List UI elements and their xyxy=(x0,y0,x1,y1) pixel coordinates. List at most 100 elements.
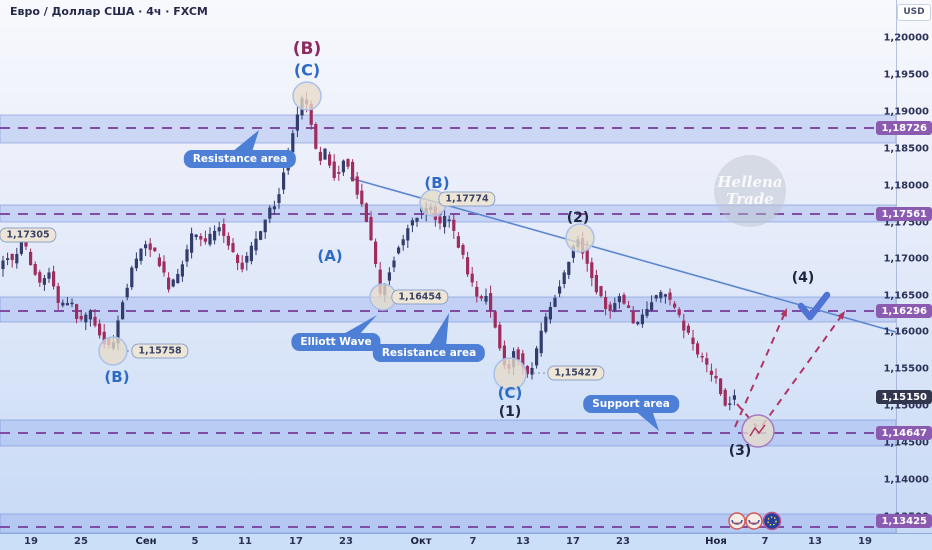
candle-body xyxy=(590,262,594,279)
pivot-circle[interactable] xyxy=(419,189,447,217)
candle-body xyxy=(562,272,566,285)
zone-band-support-lower[interactable] xyxy=(0,513,896,533)
candle-body xyxy=(677,309,681,316)
emoji-marker-1[interactable] xyxy=(728,512,746,530)
candle-body xyxy=(171,279,175,287)
candle-body xyxy=(268,207,272,219)
checkmark-drawing[interactable] xyxy=(797,291,831,321)
pivot-circle[interactable] xyxy=(98,336,128,366)
projection-line[interactable] xyxy=(736,403,758,428)
candle-body xyxy=(364,203,368,222)
time-axis-label: 5 xyxy=(191,536,199,547)
candle-body xyxy=(15,253,19,264)
candle-body xyxy=(654,295,658,299)
candle-body xyxy=(134,258,138,269)
candle-body xyxy=(1,260,5,270)
candle-body xyxy=(236,254,240,264)
current-price-tag: 1,15150 xyxy=(876,390,932,404)
candle-body xyxy=(544,316,548,332)
candle-body xyxy=(691,337,695,345)
candle-body xyxy=(217,227,221,232)
candle-body xyxy=(180,264,184,277)
candle-body xyxy=(52,271,56,287)
candle-body xyxy=(723,389,727,406)
pivot-circle[interactable] xyxy=(565,223,595,253)
candle-body xyxy=(346,159,350,167)
candle-body xyxy=(397,247,401,254)
candle-body xyxy=(627,305,631,308)
candle-body xyxy=(686,325,690,333)
candle-body xyxy=(291,133,295,153)
candle-body xyxy=(33,263,37,275)
price-axis-label: 1,19000 xyxy=(883,106,929,118)
time-axis[interactable]: 19 25 Сен 5 11 17 23 Окт 7 13 17 23 Ноя 7 13 19 xyxy=(0,533,932,550)
candle-body xyxy=(392,260,396,268)
price-axis-label: 1,16500 xyxy=(883,290,929,302)
pivot-circle[interactable] xyxy=(369,283,397,311)
candle-body xyxy=(401,239,405,246)
candle-body xyxy=(337,172,341,174)
currency-button[interactable]: USD xyxy=(897,4,931,21)
candle-body xyxy=(663,294,667,297)
time-axis-label: 7 xyxy=(761,536,769,547)
candle-body xyxy=(640,314,644,325)
emoji-marker-2[interactable] xyxy=(745,512,763,530)
time-axis-label: 17 xyxy=(289,536,303,547)
candle-body xyxy=(406,228,410,241)
watermark-line1: Hellena xyxy=(717,173,783,191)
projection-arrowhead xyxy=(837,311,845,320)
candle-body xyxy=(585,248,589,264)
candle-body xyxy=(700,356,704,358)
candle-body xyxy=(88,310,92,320)
candle-body xyxy=(167,277,171,290)
candle-body xyxy=(705,358,709,365)
projection-arrowhead xyxy=(780,308,787,317)
pivot-circle[interactable] xyxy=(493,357,527,391)
projection-line[interactable] xyxy=(734,307,788,428)
candle-body xyxy=(355,176,359,195)
callout-tail xyxy=(634,410,659,431)
candle-body xyxy=(144,244,148,249)
candle-body xyxy=(728,403,732,405)
candle-body xyxy=(673,303,677,308)
price-axis-label: 1,18500 xyxy=(883,143,929,155)
candle-body xyxy=(226,235,230,246)
candle-body xyxy=(378,269,382,294)
price-axis-label: 1,19500 xyxy=(883,69,929,81)
candle-body xyxy=(466,257,470,275)
candle-body xyxy=(75,304,79,319)
projection-line[interactable] xyxy=(761,310,846,427)
price-axis[interactable]: 1,20000 1,19500 1,19000 1,18500 1,18000 1,175… xyxy=(876,0,932,533)
candle-body xyxy=(194,234,198,238)
symbol-title[interactable]: Евро / Доллар США · 4ч · FXCM xyxy=(10,5,208,18)
time-axis-label: 19 xyxy=(858,536,872,547)
flag-eu-icon[interactable] xyxy=(762,511,782,531)
candle-body xyxy=(456,236,460,248)
candle-body xyxy=(79,315,83,320)
candle-body xyxy=(139,248,143,261)
candle-body xyxy=(369,216,373,241)
candle-body xyxy=(484,295,488,302)
candle-body xyxy=(272,206,276,210)
plot-area[interactable] xyxy=(0,81,903,533)
candle-body xyxy=(190,233,194,253)
candle-body xyxy=(42,278,46,285)
candle-body xyxy=(516,349,520,360)
pivot-circle[interactable] xyxy=(292,81,322,111)
candle-body xyxy=(157,257,161,267)
candle-body xyxy=(84,314,88,323)
candle-body xyxy=(553,297,557,307)
candle-body xyxy=(47,272,51,279)
candle-body xyxy=(502,345,506,366)
price-axis-label: 1,17000 xyxy=(883,253,929,265)
candle-body xyxy=(286,150,290,171)
candle-body xyxy=(38,272,42,283)
price-axis-label: 1,18000 xyxy=(883,180,929,192)
candle-body xyxy=(709,370,713,375)
time-axis-label: Сен xyxy=(135,536,157,547)
time-axis-label: 19 xyxy=(24,536,38,547)
candle-body xyxy=(245,255,249,263)
price-axis-label: 1,20000 xyxy=(883,32,929,44)
candle-body xyxy=(121,302,125,320)
